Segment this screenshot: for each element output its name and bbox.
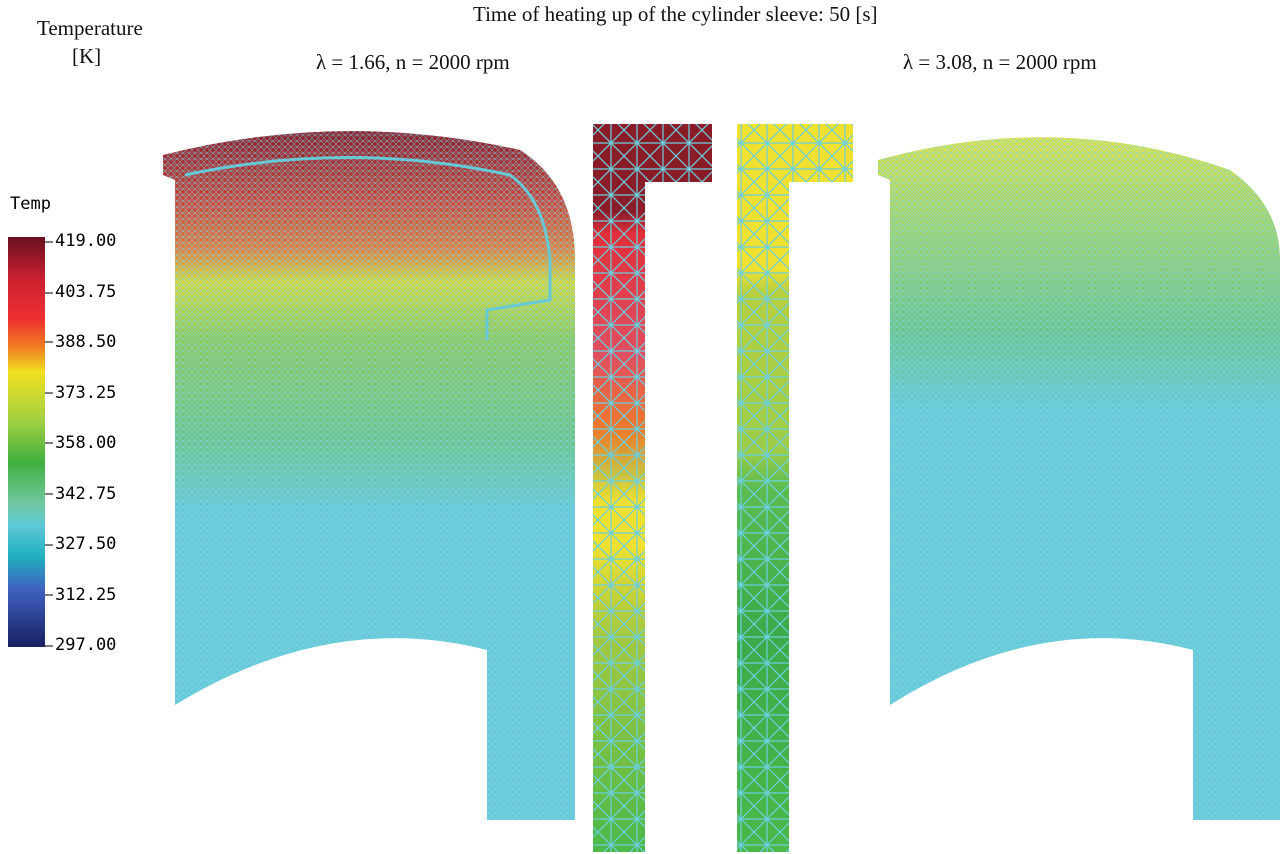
figure-graphics: [0, 0, 1287, 854]
section-right: [737, 124, 853, 852]
colorbar-label: 327.50: [55, 534, 116, 554]
figure-title: Time of heating up of the cylinder sleev…: [473, 2, 878, 27]
color-bar-ticks: [45, 242, 53, 646]
section-left: [593, 124, 712, 852]
colorbar-label: 388.50: [55, 332, 116, 352]
colorbar-label: 373.25: [55, 383, 116, 403]
color-bar: [8, 237, 45, 647]
colorbar-label: 297.00: [55, 635, 116, 655]
cylinder-left: [163, 131, 575, 820]
figure: Temperature [K] Time of heating up of th…: [0, 0, 1287, 854]
panel-label: λ = 1.66, n = 2000 rpm: [316, 50, 510, 75]
colorbar-title: Temp: [10, 194, 51, 214]
legend-unit: [K]: [72, 44, 101, 69]
colorbar-label: 403.75: [55, 282, 116, 302]
colorbar-label: 419.00: [55, 231, 116, 251]
colorbar-label: 358.00: [55, 433, 116, 453]
legend-title: Temperature: [37, 16, 143, 41]
colorbar-label: 312.25: [55, 585, 116, 605]
cylinder-right: [878, 137, 1280, 820]
panel-label: λ = 3.08, n = 2000 rpm: [903, 50, 1097, 75]
colorbar-label: 342.75: [55, 484, 116, 504]
